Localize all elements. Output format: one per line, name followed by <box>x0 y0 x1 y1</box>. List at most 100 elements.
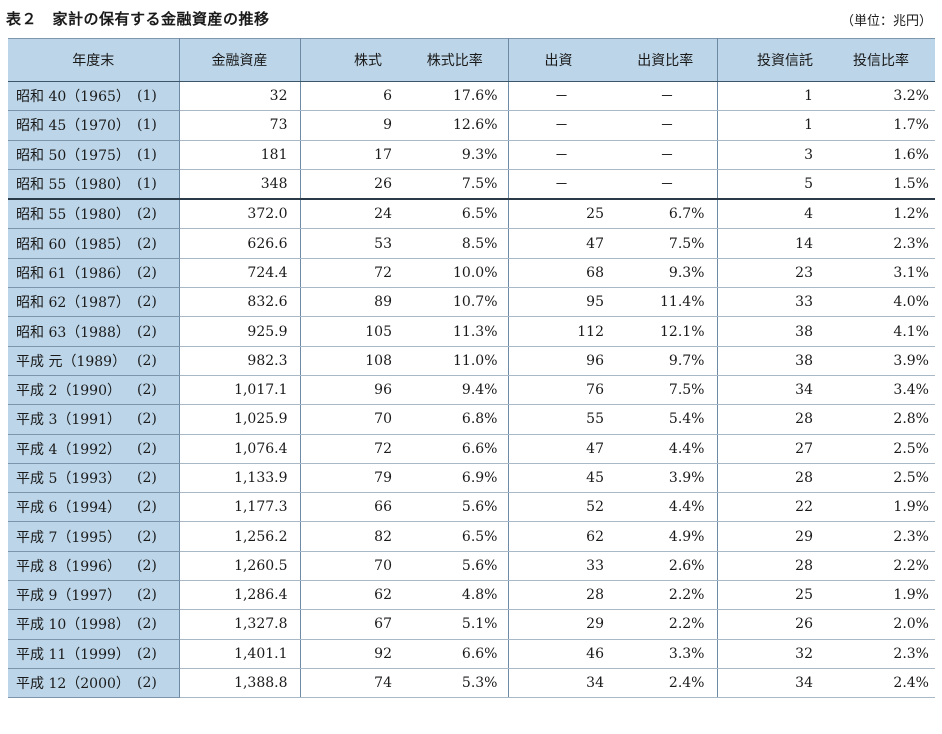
cell-funds: 26 <box>717 609 827 640</box>
table-row: 平成 10（1998） (2) 1,327.8 67 5.1% 29 2.2% 26 2.0% <box>8 609 935 640</box>
cell-assets: 1,401.1 <box>179 639 301 669</box>
cell-fund-ratio: 1.2% <box>827 199 935 230</box>
table-row: 平成 12（2000） (2) 1,388.8 74 5.3% 34 2.4% 34 2.4% <box>8 668 935 699</box>
cell-funds: 25 <box>717 580 827 611</box>
cell-funds: 1 <box>717 81 827 112</box>
unit-label: （単位：兆円） <box>840 14 932 29</box>
cell-investment-ratio: 4.4% <box>614 492 718 523</box>
cell-stocks: 70 <box>300 551 402 582</box>
cell-investment: 52 <box>508 492 614 523</box>
table-row: 昭和 61（1986） (2) 724.4 72 10.0% 68 9.3% 23 3.1% <box>8 258 935 289</box>
cell-assets: 724.4 <box>179 258 301 289</box>
row-series-marker: (2) <box>133 639 180 669</box>
cell-assets: 1,327.8 <box>179 609 301 640</box>
table-row: 平成 4（1992） (2) 1,076.4 72 6.6% 47 4.4% 27 2.5% <box>8 434 935 464</box>
cell-stocks: 66 <box>300 492 402 523</box>
cell-investment: － <box>508 110 614 141</box>
cell-investment-ratio: 7.5% <box>614 228 718 259</box>
column-header-stock-ratio: 株式比率 <box>402 38 509 82</box>
cell-funds: 34 <box>717 668 827 699</box>
cell-fund-ratio: 2.2% <box>827 551 935 582</box>
cell-stocks: 89 <box>300 287 402 318</box>
cell-stock-ratio: 5.6% <box>402 551 509 582</box>
cell-assets: 1,388.8 <box>179 668 301 699</box>
cell-fund-ratio: 2.5% <box>827 463 935 494</box>
cell-fund-ratio: 4.1% <box>827 316 935 347</box>
cell-stock-ratio: 4.8% <box>402 580 509 611</box>
row-year-label: 昭和 63（1988） <box>8 316 133 347</box>
cell-stocks: 17 <box>300 140 402 170</box>
cell-funds: 5 <box>717 169 827 201</box>
row-year-label: 昭和 40（1965） <box>8 81 133 112</box>
cell-stock-ratio: 6.5% <box>402 199 509 230</box>
table-body: 昭和 40（1965） (1) 32 6 17.6% －－ 1 3.2% 昭和 45（1970）… <box>8 81 935 699</box>
row-series-marker: (2) <box>133 404 180 435</box>
cell-assets: 832.6 <box>179 287 301 318</box>
cell-investment: 62 <box>508 521 614 552</box>
cell-stocks: 67 <box>300 609 402 640</box>
column-header-investment: 出資 <box>508 38 614 82</box>
row-year-label: 平成 3（1991） <box>8 404 133 435</box>
column-header-fund-ratio: 投信比率 <box>827 38 935 82</box>
cell-stocks: 24 <box>300 199 402 230</box>
cell-assets: 982.3 <box>179 346 301 376</box>
row-series-marker: (2) <box>133 609 180 640</box>
row-year-label: 平成 7（1995） <box>8 521 133 552</box>
row-year-label: 昭和 62（1987） <box>8 287 133 318</box>
row-series-marker: (2) <box>133 346 180 376</box>
cell-investment: 96 <box>508 346 614 376</box>
cell-stocks: 6 <box>300 81 402 112</box>
cell-fund-ratio: 2.0% <box>827 609 935 640</box>
cell-stock-ratio: 5.1% <box>402 609 509 640</box>
cell-investment-ratio: － <box>614 140 718 170</box>
cell-investment: 95 <box>508 287 614 318</box>
row-year-label: 昭和 61（1986） <box>8 258 133 289</box>
row-series-marker: (2) <box>133 258 180 289</box>
cell-stocks: 70 <box>300 404 402 435</box>
cell-stock-ratio: 12.6% <box>402 110 509 141</box>
cell-investment-ratio: 6.7% <box>614 199 718 230</box>
cell-stocks: 72 <box>300 434 402 464</box>
cell-fund-ratio: 2.3% <box>827 228 935 259</box>
cell-fund-ratio: 4.0% <box>827 287 935 318</box>
cell-funds: 28 <box>717 463 827 494</box>
row-series-marker: (2) <box>133 434 180 464</box>
column-header-year: 年度末 <box>8 38 180 82</box>
table-row: 昭和 40（1965） (1) 32 6 17.6% －－ 1 3.2% <box>8 81 935 112</box>
cell-stock-ratio: 6.9% <box>402 463 509 494</box>
cell-investment: － <box>508 140 614 170</box>
row-series-marker: (2) <box>133 551 180 582</box>
cell-fund-ratio: 2.4% <box>827 668 935 699</box>
cell-investment: 29 <box>508 609 614 640</box>
cell-funds: 33 <box>717 287 827 318</box>
cell-investment: 55 <box>508 404 614 435</box>
cell-fund-ratio: 2.5% <box>827 434 935 464</box>
table-row: 平成 元（1989） (2) 982.3 108 11.0% 96 9.7% 38 3.9% <box>8 346 935 376</box>
cell-assets: 626.6 <box>179 228 301 259</box>
cell-investment-ratio: 4.4% <box>614 434 718 464</box>
cell-stocks: 96 <box>300 375 402 406</box>
row-series-marker: (2) <box>133 463 180 494</box>
cell-investment-ratio: 2.2% <box>614 580 718 611</box>
column-header-stocks: 株式 <box>300 38 402 82</box>
cell-stocks: 72 <box>300 258 402 289</box>
cell-stocks: 62 <box>300 580 402 611</box>
cell-assets: 1,286.4 <box>179 580 301 611</box>
table-title: 表２ 家計の保有する金融資産の推移 <box>6 10 270 28</box>
column-header-assets: 金融資産 <box>179 38 301 82</box>
table-row: 昭和 50（1975） (1) 181 17 9.3% －－ 3 1.6% <box>8 140 935 170</box>
row-series-marker: (2) <box>133 492 180 523</box>
table-row: 平成 5（1993） (2) 1,133.9 79 6.9% 45 3.9% 28 2.5% <box>8 463 935 494</box>
cell-stock-ratio: 9.4% <box>402 375 509 406</box>
cell-stock-ratio: 11.0% <box>402 346 509 376</box>
cell-funds: 1 <box>717 110 827 141</box>
row-series-marker: (2) <box>133 316 180 347</box>
cell-assets: 1,256.2 <box>179 521 301 552</box>
cell-investment-ratio: 11.4% <box>614 287 718 318</box>
cell-investment: 68 <box>508 258 614 289</box>
cell-fund-ratio: 1.5% <box>827 169 935 201</box>
cell-stocks: 74 <box>300 668 402 699</box>
cell-stocks: 92 <box>300 639 402 669</box>
cell-funds: 38 <box>717 316 827 347</box>
cell-fund-ratio: 3.9% <box>827 346 935 376</box>
